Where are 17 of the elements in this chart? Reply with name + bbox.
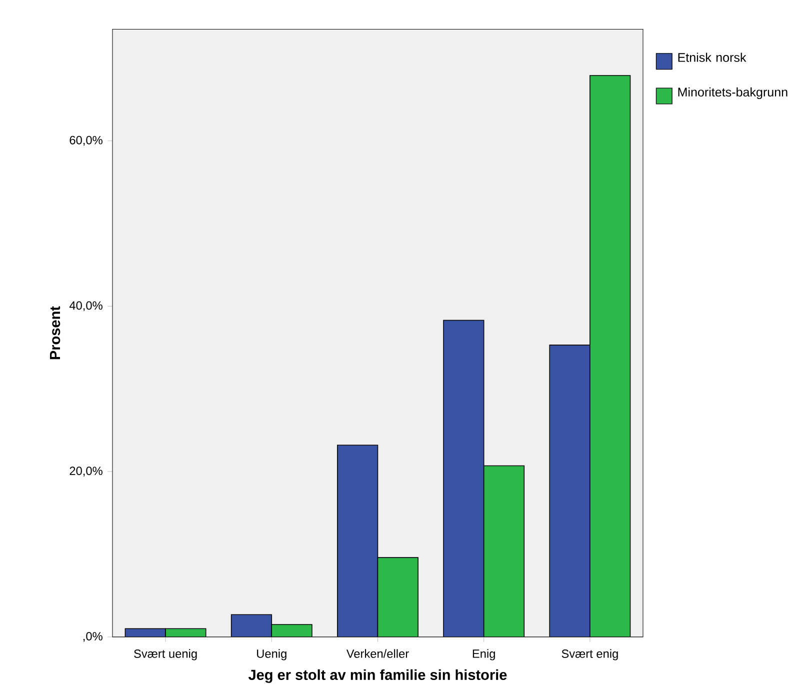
y-tick-label: 20,0% xyxy=(70,466,102,477)
y-tick-label: ,0% xyxy=(83,632,102,642)
y-tick-label: 60,0% xyxy=(70,136,102,146)
legend-label: Etnisk norsk xyxy=(678,52,746,62)
bar xyxy=(590,75,631,638)
x-tick-label: Enig xyxy=(472,649,495,660)
x-tick-label: Uenig xyxy=(257,649,286,660)
x-axis-title: Jeg er stolt av min familie sin historie xyxy=(248,669,507,684)
y-tick-label: 40,0% xyxy=(69,301,102,312)
x-tick-label: Verken/eller xyxy=(346,649,409,658)
legend-label: Minoritets-bakgrunn xyxy=(678,87,788,100)
bar xyxy=(377,557,418,638)
bar xyxy=(483,465,525,638)
bar xyxy=(272,624,312,638)
x-tick-label: Svært uenig xyxy=(134,649,197,660)
y-axis-title: Prosent xyxy=(50,306,60,360)
x-tick-label: Svært enig xyxy=(562,649,618,660)
